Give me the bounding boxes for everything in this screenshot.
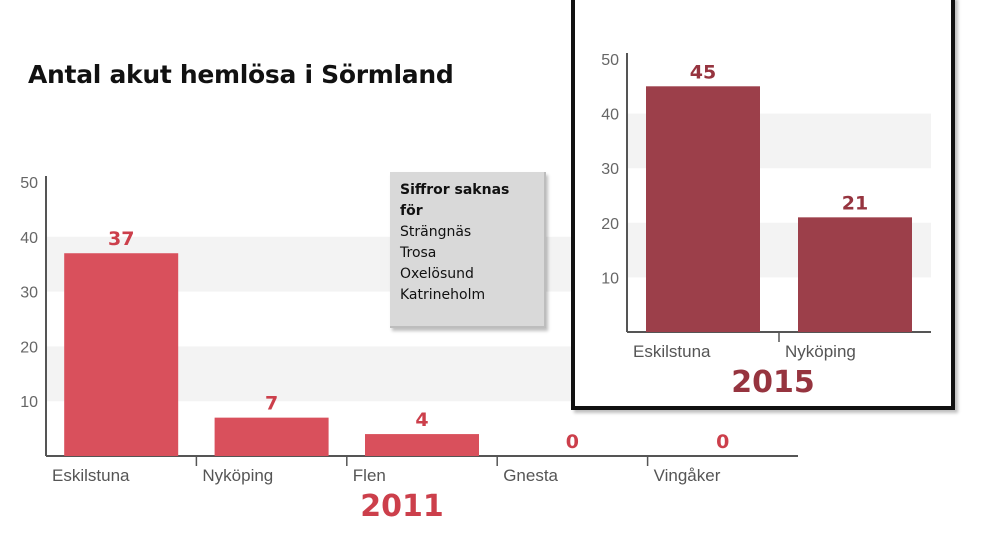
bar-2015-value-label: 21 <box>842 192 868 214</box>
bar-2011-value-label: 37 <box>108 228 134 250</box>
bar-2015-category-label: Eskilstuna <box>633 342 711 361</box>
bar-2011-bar <box>64 253 179 456</box>
bar-2011-y-tick-label: 30 <box>20 285 38 302</box>
bar-2011-value-label: 0 <box>566 431 579 453</box>
bar-2011-value-label: 7 <box>265 393 278 415</box>
bar-2011-y-tick-label: 20 <box>20 339 38 356</box>
bar-2011-value-label: 4 <box>415 409 428 431</box>
page-title: Antal akut hemlösa i Sörmland <box>28 60 454 89</box>
note-item: Katrineholm <box>400 287 486 303</box>
bar-2011-y-tick-label: 40 <box>20 230 38 247</box>
bar-2015-bar <box>646 86 760 332</box>
bar-chart-2015: 10 20 30 40 50 45 Eskilstuna 21 Nyköping 2015 <box>601 52 931 400</box>
bar-2011-category-label: Vingåker <box>654 466 721 485</box>
bar-2011-category-label: Nyköping <box>202 466 273 485</box>
missing-data-note: Siffror saknas för Strängnäs Trosa Oxelö… <box>390 172 546 328</box>
bar-2011-value-label: 0 <box>716 431 729 453</box>
bar-2011-category-label: Gnesta <box>503 466 558 485</box>
bar-2015-y-tick-label: 50 <box>601 52 619 69</box>
bar-2015-y-tick-label: 10 <box>601 270 619 287</box>
bar-2011-bar <box>365 434 479 456</box>
note-heading: Siffror saknas för <box>400 182 510 219</box>
note-item: Trosa <box>400 245 437 261</box>
bar-2011-year-label: 2011 <box>360 489 444 524</box>
note-item: Oxelösund <box>400 266 474 282</box>
bar-2011-category-label: Eskilstuna <box>52 466 130 485</box>
bar-2011-bar <box>214 417 329 456</box>
bar-2015-y-tick-label: 20 <box>601 216 619 233</box>
inset-panel-2015: 10 20 30 40 50 45 Eskilstuna 21 Nyköping 2015 <box>571 0 955 410</box>
bar-2015-y-tick-label: 40 <box>601 107 619 124</box>
bar-2015-category-label: Nyköping <box>785 342 856 361</box>
bar-2015-value-label: 45 <box>690 61 716 83</box>
note-item: Strängnäs <box>400 224 472 240</box>
bar-2011-y-tick-label: 50 <box>20 175 38 192</box>
bar-2011-y-tick-label: 10 <box>20 394 38 411</box>
bar-2015-y-tick-label: 30 <box>601 161 619 178</box>
bar-2011-category-label: Flen <box>353 466 386 485</box>
bar-2015-year-label: 2015 <box>731 365 815 400</box>
bar-2015-bar <box>798 217 912 332</box>
